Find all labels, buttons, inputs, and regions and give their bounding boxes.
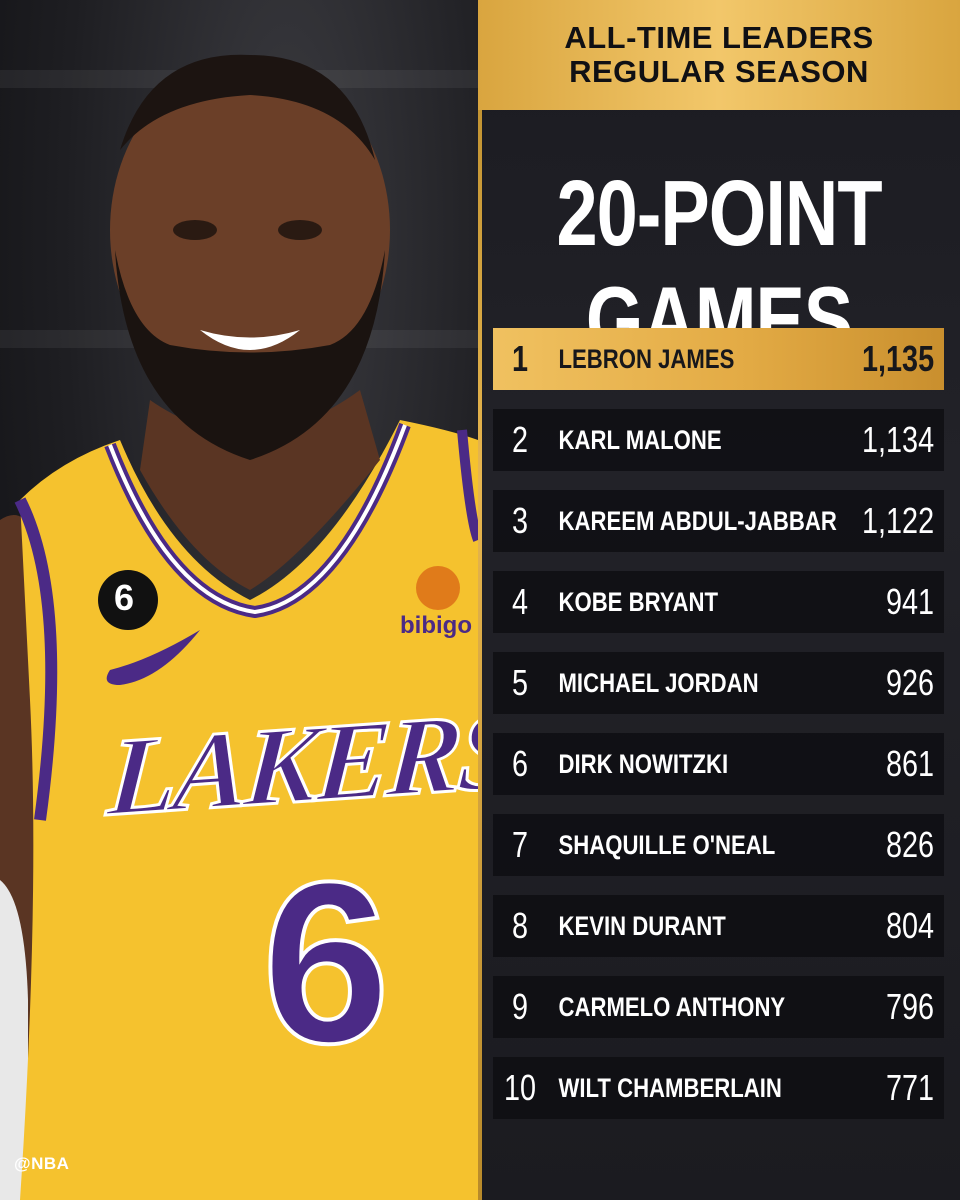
leader-rank: 3 [511,500,529,541]
leader-row: 6 DIRK NOWITZKI 861 [493,733,944,795]
leader-value: 796 [885,986,934,1027]
leader-value: 826 [885,824,934,865]
leader-value: 1,122 [861,500,934,541]
leader-value: 941 [885,581,934,622]
leader-row: 1 LEBRON JAMES 1,135 [493,328,944,390]
leader-row: 10 WILT CHAMBERLAIN 771 [493,1057,944,1119]
nba-watermark: @NBA [14,1154,70,1173]
leader-name: WILT CHAMBERLAIN [558,1072,782,1103]
leader-value: 804 [885,905,934,946]
leader-row: 3 KAREEM ABDUL-JABBAR 1,122 [493,490,944,552]
leader-row: 2 KARL MALONE 1,134 [493,409,944,471]
leader-value: 771 [885,1067,934,1108]
leader-rank: 5 [511,662,529,703]
leader-value: 861 [885,743,934,784]
header-line-1: ALL-TIME LEADERS [564,20,874,55]
leader-row: 9 CARMELO ANTHONY 796 [493,976,944,1038]
leader-rank: 8 [511,905,529,946]
leader-row: 4 KOBE BRYANT 941 [493,571,944,633]
leader-rank: 10 [503,1067,537,1108]
sponsor-logo: bibigo [400,612,472,639]
leader-value: 1,134 [861,419,934,460]
leader-rank: 2 [511,419,529,460]
jersey-number: 6 [260,832,392,1093]
leader-name: KOBE BRYANT [558,586,718,617]
header-band: ALL-TIME LEADERS REGULAR SEASON [478,0,960,110]
leaderboard-panel: ALL-TIME LEADERS REGULAR SEASON 20-POINT… [478,0,960,1200]
leader-name: LEBRON JAMES [558,343,735,374]
leader-name: KARL MALONE [558,424,722,455]
leaders-list: 1 LEBRON JAMES 1,135 2 KARL MALONE 1,134… [493,328,944,1138]
leader-name: CARMELO ANTHONY [558,991,786,1022]
leader-rank: 6 [511,743,529,784]
leader-name: KAREEM ABDUL-JABBAR [558,505,837,536]
gold-divider [478,0,482,1200]
jersey-patch-number: 6 [114,577,135,618]
leader-name: MICHAEL JORDAN [558,667,759,698]
leader-name: DIRK NOWITZKI [558,748,729,779]
leader-rank: 9 [511,986,529,1027]
leader-rank: 1 [511,338,529,379]
leader-value: 1,135 [861,338,934,379]
player-illustration [0,54,478,1200]
leader-rank: 7 [511,824,529,865]
leader-name: SHAQUILLE O'NEAL [558,829,776,860]
leader-rank: 4 [511,581,529,622]
leader-row: 8 KEVIN DURANT 804 [493,895,944,957]
leader-name: KEVIN DURANT [558,910,726,941]
header-line-2: REGULAR SEASON [569,54,869,89]
leader-row: 7 SHAQUILLE O'NEAL 826 [493,814,944,876]
leader-row: 5 MICHAEL JORDAN 926 [493,652,944,714]
leader-value: 926 [885,662,934,703]
player-photo: LAKERS 6 6 bibigo @NBA [0,0,478,1200]
